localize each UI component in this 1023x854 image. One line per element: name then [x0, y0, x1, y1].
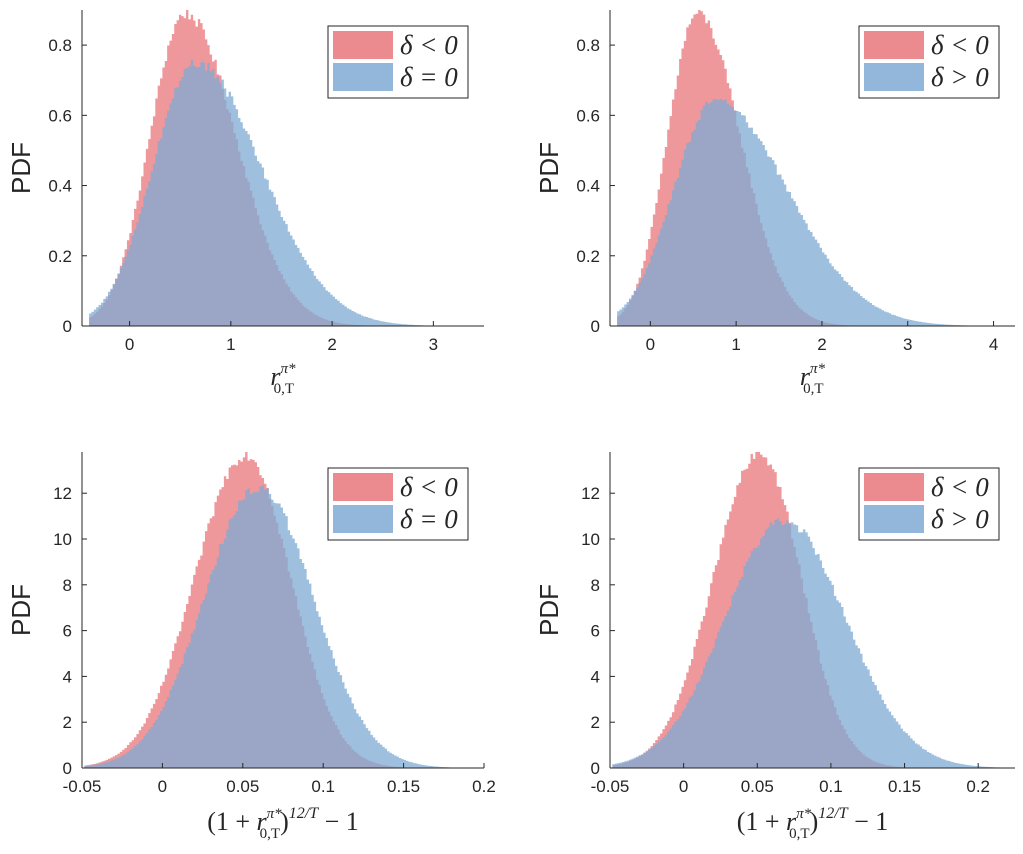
y-tick-label: 8	[591, 576, 600, 595]
y-tick-label: 0.8	[576, 36, 600, 55]
x-tick-label: -0.05	[63, 777, 102, 796]
x-tick-label: 2	[327, 335, 336, 354]
panel-bottom-right: -0.05 0 0.05 0.1 0.15 0.2 0 2 4 6 8 10 12 PDF (1 + rπ*…	[512, 424, 1023, 849]
histogram-series-blue	[610, 98, 1015, 327]
legend-label: δ < 0	[400, 472, 458, 502]
legend-label: δ = 0	[400, 504, 458, 534]
legend-swatch	[864, 505, 924, 533]
legend-label: δ > 0	[931, 62, 989, 92]
x-tick-label: 0.2	[472, 777, 496, 796]
legend-label: δ < 0	[400, 30, 458, 60]
x-tick-label: 3	[429, 335, 438, 354]
y-tick-label: 0.2	[576, 247, 600, 266]
y-tick-label: 0	[63, 759, 72, 778]
legend-swatch	[864, 31, 924, 59]
legend-swatch	[864, 473, 924, 501]
y-tick-label: 12	[581, 484, 600, 503]
panel-bottom-left: -0.05 0 0.05 0.1 0.15 0.2 0 2 4 6 8 10 12 PDF (1 + rπ*…	[0, 424, 512, 849]
x-tick-label: 0	[125, 335, 134, 354]
histogram-series-blue	[82, 59, 484, 326]
y-tick-label: 0.2	[48, 247, 72, 266]
x-tick-label: 0.15	[387, 777, 420, 796]
x-tick-label: 4	[989, 335, 998, 354]
y-tick-label: 0.4	[576, 177, 600, 196]
y-tick-label: 10	[53, 530, 72, 549]
y-tick-label: 12	[53, 484, 72, 503]
y-axis-label: PDF	[534, 584, 564, 636]
x-axis-label: rπ* 0,T	[800, 361, 826, 397]
legend-swatch	[864, 63, 924, 91]
legend-swatch	[333, 31, 393, 59]
y-tick-label: 8	[63, 576, 72, 595]
histogram-series-blue	[610, 518, 1015, 768]
y-tick-label: 0.6	[48, 106, 72, 125]
x-tick-label: 0.2	[966, 777, 990, 796]
y-tick-label: 2	[63, 713, 72, 732]
y-tick-label: 4	[63, 667, 72, 686]
legend-swatch	[333, 505, 393, 533]
legend-label: δ > 0	[931, 504, 989, 534]
y-tick-label: 0.4	[48, 177, 72, 196]
x-tick-label: 0.15	[888, 777, 921, 796]
legend-label: δ < 0	[931, 30, 989, 60]
x-tick-label: -0.05	[591, 777, 630, 796]
x-tick-label: 0	[679, 777, 688, 796]
x-axis-label: rπ* 0,T	[270, 361, 296, 397]
y-tick-label: 0.8	[48, 36, 72, 55]
histogram-series-blue	[82, 485, 484, 768]
y-tick-label: 0	[591, 759, 600, 778]
y-tick-label: 6	[591, 622, 600, 641]
x-tick-label: 0.05	[741, 777, 774, 796]
y-tick-label: 4	[591, 667, 600, 686]
y-axis-label: PDF	[6, 142, 36, 194]
x-axis-label: (1 + rπ* 0,T)12/T − 1	[207, 805, 359, 842]
x-tick-label: 0	[158, 777, 167, 796]
x-tick-label: 0	[646, 335, 655, 354]
y-axis-label: PDF	[534, 142, 564, 194]
y-tick-label: 6	[63, 622, 72, 641]
x-tick-label: 1	[226, 335, 235, 354]
legend-swatch	[333, 63, 393, 91]
y-tick-label: 0	[63, 317, 72, 336]
y-tick-label: 0	[591, 317, 600, 336]
x-tick-label: 0.05	[226, 777, 259, 796]
x-tick-label: 2	[817, 335, 826, 354]
chart-top-left: 0 1 2 3 0 0.2 0.4 0.6 0.8 PDF rπ* 0,T δ < 0δ = 0	[6, 10, 484, 397]
x-axis-label: (1 + rπ* 0,T)12/T − 1	[737, 805, 889, 842]
y-tick-label: 0.6	[576, 106, 600, 125]
legend-swatch	[333, 473, 393, 501]
x-tick-label: 1	[731, 335, 740, 354]
x-tick-label: 0.1	[819, 777, 843, 796]
legend-label: δ < 0	[931, 472, 989, 502]
chart-top-right: 0 1 2 3 4 0 0.2 0.4 0.6 0.8 PDF rπ* 0,T δ < 0δ > 0	[534, 10, 1015, 397]
y-axis-label: PDF	[6, 584, 36, 636]
y-tick-label: 10	[581, 530, 600, 549]
y-tick-label: 2	[591, 713, 600, 732]
legend-label: δ = 0	[400, 62, 458, 92]
x-tick-label: 3	[903, 335, 912, 354]
x-tick-label: 0.1	[311, 777, 335, 796]
